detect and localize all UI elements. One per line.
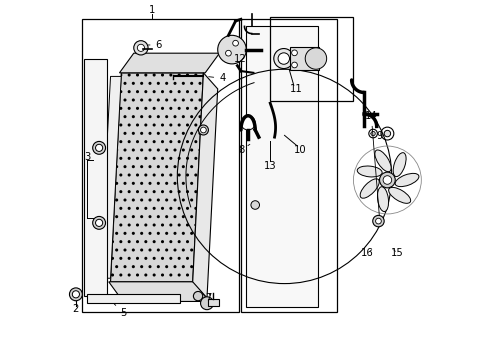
Circle shape [137, 44, 144, 51]
Circle shape [198, 125, 208, 135]
Bar [246, 26, 317, 307]
Circle shape [250, 201, 259, 209]
Circle shape [278, 53, 289, 64]
Circle shape [95, 219, 102, 226]
Circle shape [134, 41, 148, 55]
Text: 3: 3 [84, 152, 90, 162]
Circle shape [384, 130, 390, 137]
Ellipse shape [374, 150, 390, 172]
Bar [87, 294, 180, 303]
Ellipse shape [394, 174, 418, 186]
Polygon shape [110, 73, 203, 282]
Circle shape [232, 40, 238, 46]
Polygon shape [119, 53, 219, 73]
Circle shape [382, 176, 391, 184]
Text: 15: 15 [390, 248, 403, 258]
Polygon shape [100, 76, 121, 278]
Circle shape [93, 141, 105, 154]
Circle shape [379, 172, 394, 188]
Text: 14: 14 [364, 111, 379, 215]
Circle shape [95, 144, 102, 152]
Bar [241, 19, 337, 312]
Text: 13: 13 [264, 161, 276, 171]
Text: 5: 5 [114, 304, 127, 318]
Text: 10: 10 [293, 145, 305, 155]
Ellipse shape [377, 187, 388, 212]
Circle shape [200, 127, 206, 133]
Circle shape [291, 62, 297, 68]
Text: 12: 12 [233, 54, 246, 64]
Circle shape [372, 215, 384, 227]
Circle shape [69, 288, 82, 301]
Circle shape [72, 291, 80, 298]
Circle shape [273, 49, 293, 68]
Text: 2: 2 [73, 301, 79, 314]
Circle shape [193, 292, 203, 301]
Bar [82, 19, 239, 312]
Circle shape [370, 131, 374, 136]
Circle shape [375, 218, 381, 224]
Circle shape [217, 35, 246, 64]
Ellipse shape [357, 166, 381, 177]
Circle shape [305, 48, 326, 69]
Text: 7: 7 [205, 293, 211, 303]
Circle shape [291, 50, 297, 56]
Polygon shape [108, 282, 208, 301]
Text: 11: 11 [289, 84, 302, 94]
Polygon shape [192, 73, 217, 298]
Polygon shape [84, 59, 107, 296]
Circle shape [93, 216, 105, 229]
Text: 8: 8 [238, 144, 249, 155]
Circle shape [225, 50, 231, 56]
Bar [269, 18, 353, 102]
Text: 6: 6 [148, 40, 162, 50]
Text: 4: 4 [208, 73, 225, 83]
Ellipse shape [388, 188, 410, 203]
Text: 9: 9 [370, 131, 382, 141]
Bar [290, 47, 318, 70]
Circle shape [200, 297, 213, 310]
Circle shape [241, 116, 255, 130]
Text: 16: 16 [361, 248, 373, 258]
Bar [207, 298, 218, 306]
Ellipse shape [360, 179, 379, 198]
Ellipse shape [392, 153, 405, 177]
Text: 1: 1 [148, 5, 155, 15]
